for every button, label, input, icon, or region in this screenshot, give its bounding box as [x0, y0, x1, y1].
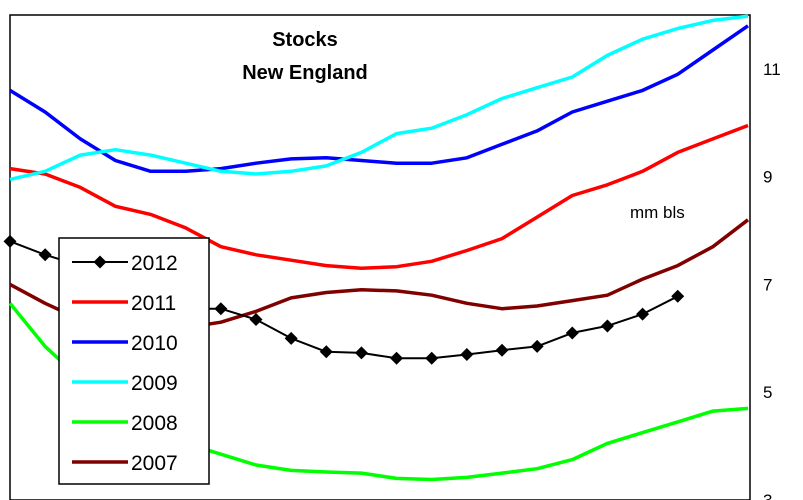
- series-point-2012: [249, 312, 263, 326]
- series-point-2012: [284, 331, 298, 345]
- y-axis-ticks: 3 5 7 9 11: [763, 60, 781, 500]
- series-line-2011: [9, 123, 749, 271]
- series-point-2012: [600, 319, 614, 333]
- legend-label-2009: 2009: [131, 372, 178, 395]
- series-point-2012: [425, 351, 439, 365]
- y-tick-label: 3: [763, 491, 772, 500]
- y-tick-label: 9: [763, 168, 772, 187]
- legend: 2012 2011 2010 2009 2008 2007: [58, 237, 210, 485]
- y-tick-label: 7: [763, 275, 772, 294]
- series-point-2012: [565, 326, 579, 340]
- series-point-2012: [3, 234, 17, 248]
- series-point-2012: [530, 339, 544, 353]
- chart-subtitle: New England: [242, 62, 368, 84]
- series-point-2012: [636, 307, 650, 321]
- y-tick-label: 11: [763, 60, 781, 79]
- series-point-2012: [214, 302, 228, 316]
- legend-label-2012: 2012: [131, 252, 178, 275]
- legend-label-2008: 2008: [131, 412, 178, 435]
- series-point-2012: [671, 289, 685, 303]
- series-point-2012: [354, 346, 368, 360]
- legend-box: [58, 237, 210, 485]
- legend-label-2010: 2010: [131, 332, 178, 355]
- unit-label: mm bls: [630, 203, 685, 222]
- chart-title: Stocks: [272, 29, 338, 51]
- series-point-2012: [495, 343, 509, 357]
- series-point-2012: [319, 345, 333, 359]
- series-point-2012: [390, 351, 404, 365]
- series-point-2012: [38, 248, 52, 262]
- legend-label-2011: 2011: [131, 292, 176, 315]
- series-line-2010: [9, 24, 749, 174]
- y-tick-label: 5: [763, 383, 772, 402]
- series-line-2009: [9, 14, 749, 182]
- legend-label-2007: 2007: [131, 452, 178, 475]
- series-layer: [3, 14, 750, 482]
- series-point-2012: [460, 348, 474, 361]
- legend-marker-2012: [93, 255, 107, 269]
